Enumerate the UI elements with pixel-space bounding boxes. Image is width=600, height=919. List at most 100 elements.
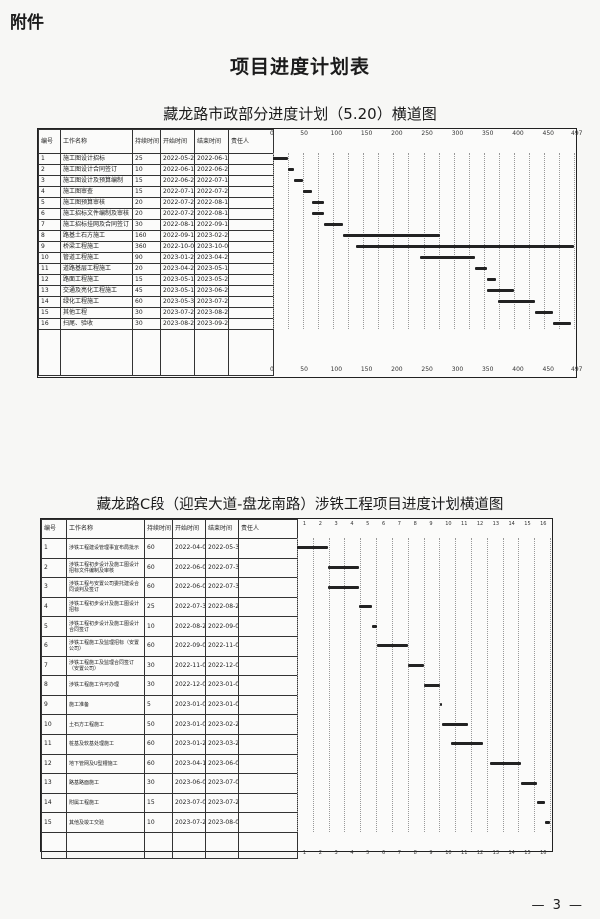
task-dur: 60 xyxy=(144,538,173,559)
task-dur: 10 xyxy=(144,812,173,833)
task-dur: 60 xyxy=(144,635,173,657)
grid-line xyxy=(318,153,320,329)
task-no: 14 xyxy=(41,792,67,814)
task-no: 5 xyxy=(38,197,61,209)
task-name: 施工招标挂网及合同签订 xyxy=(60,219,133,231)
scale-mark: 350 xyxy=(481,130,494,137)
period-label: 2 xyxy=(318,850,322,856)
task-name: 地下管网及U型槽施工 xyxy=(66,753,145,775)
grid-line xyxy=(528,153,530,329)
task-owner xyxy=(238,635,298,657)
task-name: 绿化工程施工 xyxy=(60,296,133,308)
footer-cell xyxy=(66,831,145,859)
task-dur: 30 xyxy=(144,675,173,696)
grid-line xyxy=(470,538,472,832)
chart2-gantt: 编号 工作名称 持续时间 开始时间 结束时间 责任人 1 涉铁工程建设管理事宜布局批示 60 20… xyxy=(40,518,553,859)
task-end: 2023-07-28 xyxy=(194,296,229,308)
scale-mark: 400 xyxy=(512,130,524,137)
task-owner xyxy=(228,296,274,308)
scale-mark: 400 xyxy=(512,366,524,373)
task-start: 2022-07-27 xyxy=(160,208,195,220)
task-bar xyxy=(288,168,295,171)
task-end: 2022-06-16 xyxy=(194,153,229,165)
footer-cell xyxy=(132,329,161,376)
task-owner xyxy=(228,263,274,275)
scale-mark: 300 xyxy=(451,130,464,137)
task-dur: 30 xyxy=(132,307,161,319)
task-bar xyxy=(486,278,496,281)
task-bar xyxy=(439,703,443,707)
grid-line xyxy=(363,153,365,329)
chart2-title: 藏龙路C段（迎宾大道-盘龙南路）涉铁工程项目进度计划横道图 xyxy=(96,497,504,513)
period-label: 11 xyxy=(461,521,468,527)
task-dur: 30 xyxy=(132,318,161,330)
task-row: 8 路基土石方施工 160 2022-09-15 2023-02-21 xyxy=(38,230,274,242)
task-row: 13 交通及亮化工程施工 45 2023-05-11 2023-06-24 xyxy=(38,285,274,297)
task-end: 2022-11-02 xyxy=(205,635,239,657)
task-row: 12 路面工程施工 15 2023-05-11 2023-05-25 xyxy=(38,274,274,286)
chart1-gantt: 编号 工作名称 持续时间 开始时间 结束时间 责任人 1 施工图设计招标 25 2022-05-2… xyxy=(37,128,582,378)
task-start: 2023-07-09 xyxy=(172,792,206,814)
period-label: 1 xyxy=(302,850,307,856)
task-start: 2023-07-24 xyxy=(172,812,206,833)
footer-cell xyxy=(228,329,274,376)
task-end: 2023-01-01 xyxy=(205,675,239,696)
task-bar xyxy=(328,585,360,589)
grid-line xyxy=(439,538,441,832)
task-bar xyxy=(377,644,409,648)
task-start: 2022-06-27 xyxy=(160,175,195,187)
task-dur: 30 xyxy=(144,655,173,677)
task-owner xyxy=(228,164,274,176)
task-dur: 15 xyxy=(144,792,173,814)
task-owner xyxy=(238,538,298,559)
period-label: 13 xyxy=(492,850,500,856)
task-owner xyxy=(238,753,298,775)
task-end: 2023-02-21 xyxy=(194,230,229,242)
task-owner xyxy=(228,208,274,220)
task-owner xyxy=(228,274,274,286)
task-name: 交通及亮化工程施工 xyxy=(60,285,133,297)
task-name: 涉铁工程初步设计及施工图设计招标文件编制及审核 xyxy=(66,557,145,579)
task-end: 2022-07-11 xyxy=(194,175,229,187)
task-row: 4 施工图审查 15 2022-07-12 2022-07-26 xyxy=(38,186,274,198)
period-label: 11 xyxy=(461,850,468,856)
document-title: 项目进度计划表 xyxy=(229,56,370,78)
period-label: 3 xyxy=(334,850,338,856)
task-owner xyxy=(238,812,298,833)
grid-line xyxy=(288,153,290,329)
task-bar xyxy=(424,683,440,687)
task-end: 2023-04-20 xyxy=(194,252,229,264)
header-1: 工作名称 xyxy=(60,129,133,154)
scale-mark: 50 xyxy=(300,366,308,373)
footer-cell xyxy=(194,329,229,376)
grid-line xyxy=(543,153,545,329)
period-label: 5 xyxy=(366,521,370,527)
grid-line xyxy=(360,538,362,832)
grid-line xyxy=(453,153,455,329)
task-dur: 15 xyxy=(132,274,161,286)
task-bar xyxy=(312,201,325,204)
task-name: 路基土石方施工 xyxy=(60,230,133,242)
task-bar xyxy=(273,157,289,160)
c2-table: 编号 工作名称 持续时间 开始时间 结束时间 责任人 1 涉铁工程建设管理事宜布局批示 60 20… xyxy=(41,519,298,859)
task-row: 10 管道工程施工 90 2023-01-21 2023-04-20 xyxy=(38,252,274,264)
period-label: 9 xyxy=(429,521,433,527)
task-bar xyxy=(420,256,475,259)
task-row: 3 施工图设计及预算编制 15 2022-06-27 2022-07-11 xyxy=(38,175,274,187)
header-4: 结束时间 xyxy=(194,129,229,154)
task-end: 2023-09-26 xyxy=(194,318,229,330)
task-start: 2023-08-28 xyxy=(160,318,195,330)
attachment-label: 附件 xyxy=(10,13,44,33)
grid-line xyxy=(423,153,425,329)
task-name: 施工图设计及预算编制 xyxy=(60,175,133,187)
task-bar xyxy=(328,565,360,569)
task-bar xyxy=(442,722,469,726)
grid-line xyxy=(558,153,560,329)
task-owner xyxy=(228,318,274,330)
task-start: 2023-01-02 xyxy=(172,694,206,716)
